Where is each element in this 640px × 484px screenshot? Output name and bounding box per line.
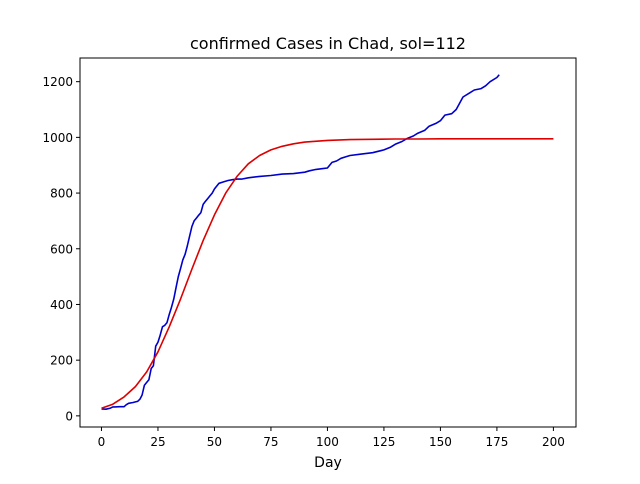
x-tick-label: 0 <box>98 435 106 449</box>
x-axis-label: Day <box>314 455 342 471</box>
y-tick-label: 1000 <box>42 131 73 145</box>
x-axis: 0 25 50 75 100 125 150 175 200 <box>98 427 565 449</box>
y-tick-label: 400 <box>50 298 73 312</box>
y-axis: 0 200 400 600 800 1000 1200 <box>42 75 80 423</box>
chart-title: confirmed Cases in Chad, sol=112 <box>190 34 466 53</box>
x-tick-label: 125 <box>372 435 395 449</box>
x-tick-label: 75 <box>263 435 278 449</box>
series-line-1 <box>101 74 500 411</box>
x-tick-label: 175 <box>485 435 508 449</box>
x-tick-label: 200 <box>542 435 565 449</box>
x-tick-label: 100 <box>316 435 339 449</box>
x-tick-label: 150 <box>429 435 452 449</box>
y-tick-label: 200 <box>50 354 73 368</box>
x-tick-label: 25 <box>150 435 165 449</box>
y-tick-label: 0 <box>65 409 73 423</box>
y-tick-label: 800 <box>50 187 73 201</box>
x-tick-label: 50 <box>207 435 222 449</box>
plot-frame <box>79 57 577 428</box>
y-tick-label: 1200 <box>42 75 73 89</box>
series-layer <box>101 74 554 411</box>
series-line-2 <box>101 138 554 410</box>
y-tick-label: 600 <box>50 242 73 256</box>
